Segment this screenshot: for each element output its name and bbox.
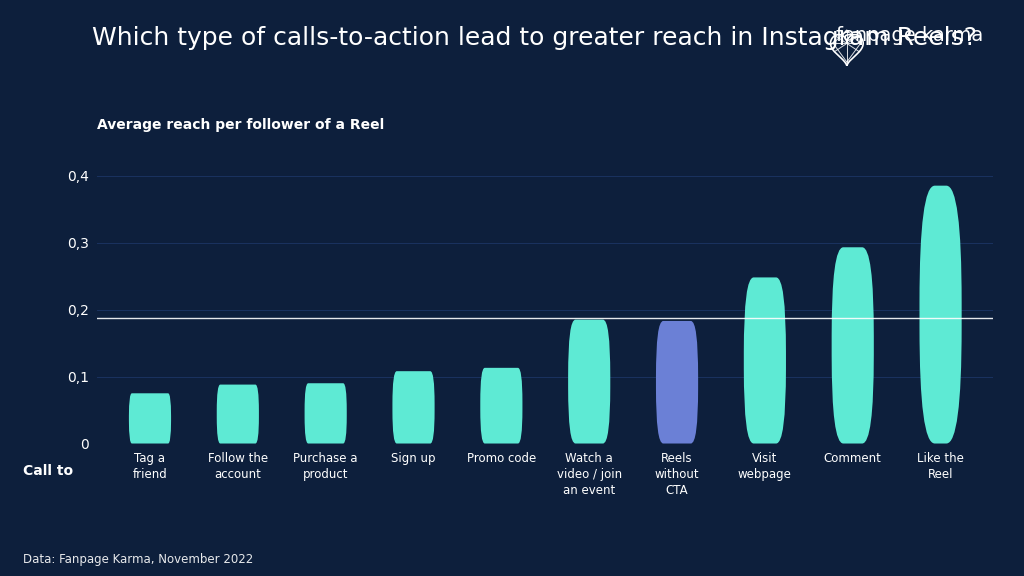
FancyBboxPatch shape <box>920 185 962 444</box>
FancyBboxPatch shape <box>217 385 259 444</box>
FancyBboxPatch shape <box>392 371 434 444</box>
FancyBboxPatch shape <box>831 247 873 444</box>
FancyBboxPatch shape <box>568 320 610 444</box>
FancyBboxPatch shape <box>743 278 786 444</box>
FancyBboxPatch shape <box>129 393 171 444</box>
FancyBboxPatch shape <box>304 383 347 444</box>
Text: Which type of calls-to-action lead to greater reach in Instagram Reels?: Which type of calls-to-action lead to gr… <box>92 26 977 50</box>
FancyBboxPatch shape <box>656 321 698 444</box>
Text: Average reach per follower of a Reel: Average reach per follower of a Reel <box>97 118 385 132</box>
Text: Data: Fanpage Karma, November 2022: Data: Fanpage Karma, November 2022 <box>23 552 253 566</box>
Text: Call to: Call to <box>23 464 73 478</box>
FancyBboxPatch shape <box>480 368 522 444</box>
Text: fanpage karma: fanpage karma <box>836 26 983 45</box>
